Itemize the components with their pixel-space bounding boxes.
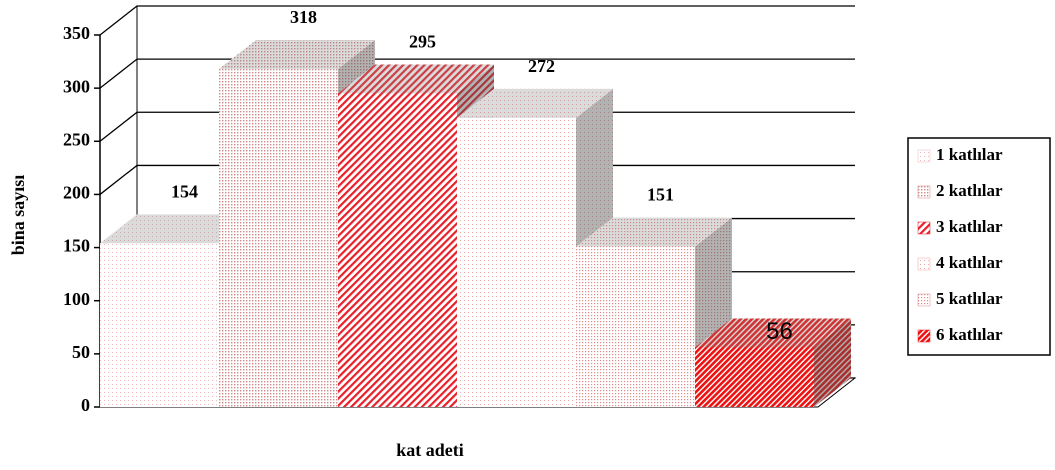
legend-swatch — [917, 185, 931, 199]
bar-top — [338, 64, 494, 94]
legend-label: 1 katlılar — [936, 145, 1003, 164]
legend-swatch — [917, 329, 931, 343]
bar-top-shade — [100, 214, 256, 244]
legend-label: 2 katlılar — [936, 181, 1003, 200]
y-tick-label: 0 — [81, 395, 90, 415]
bar-front — [219, 69, 338, 408]
y-tick-label: 350 — [63, 23, 90, 43]
data-label: 272 — [528, 56, 555, 76]
x-axis-title: kat adeti — [396, 440, 464, 460]
bar — [695, 318, 851, 407]
data-label: 151 — [647, 185, 674, 205]
grid-line — [99, 5, 855, 36]
y-tick-label: 200 — [63, 183, 90, 203]
bar-top-shade — [695, 318, 851, 348]
bar-top — [695, 318, 851, 348]
y-tick-label: 250 — [63, 129, 90, 149]
bar-front — [457, 117, 576, 407]
bar-front — [576, 246, 695, 407]
bar — [457, 88, 613, 407]
bar-front — [695, 347, 814, 407]
y-tick-label: 150 — [63, 236, 90, 256]
legend-swatch — [917, 221, 931, 235]
bar-top — [457, 88, 613, 118]
bar-top-shade — [338, 64, 494, 94]
legend-box — [907, 137, 1051, 356]
legend-swatch — [917, 293, 931, 307]
legend-label: 3 katlılar — [936, 217, 1003, 236]
data-label: 318 — [290, 7, 317, 27]
data-label: 154 — [171, 181, 198, 201]
bar-top — [100, 214, 256, 244]
legend-swatch — [917, 257, 931, 271]
data-label: 295 — [409, 32, 436, 52]
legend-swatch — [917, 149, 931, 163]
bar-top — [576, 217, 732, 247]
bar-top — [219, 40, 375, 70]
y-tick-label: 100 — [63, 289, 90, 309]
data-label: 56 — [766, 318, 793, 345]
legend-label: 5 katlılar — [936, 289, 1003, 308]
bar-side-shade — [814, 318, 851, 407]
bar-front — [100, 243, 219, 407]
bar-top-shade — [219, 40, 375, 70]
bar-side — [814, 318, 851, 407]
legend-label: 4 katlılar — [936, 253, 1003, 272]
bar-front — [338, 93, 457, 407]
y-axis-title: bina sayısı — [8, 175, 28, 256]
y-tick-label: 300 — [63, 76, 90, 96]
legend-label: 6 katlılar — [936, 325, 1003, 344]
bar-top-shade — [457, 88, 613, 118]
bar-top-shade — [576, 217, 732, 247]
y-tick-label: 50 — [72, 342, 90, 362]
